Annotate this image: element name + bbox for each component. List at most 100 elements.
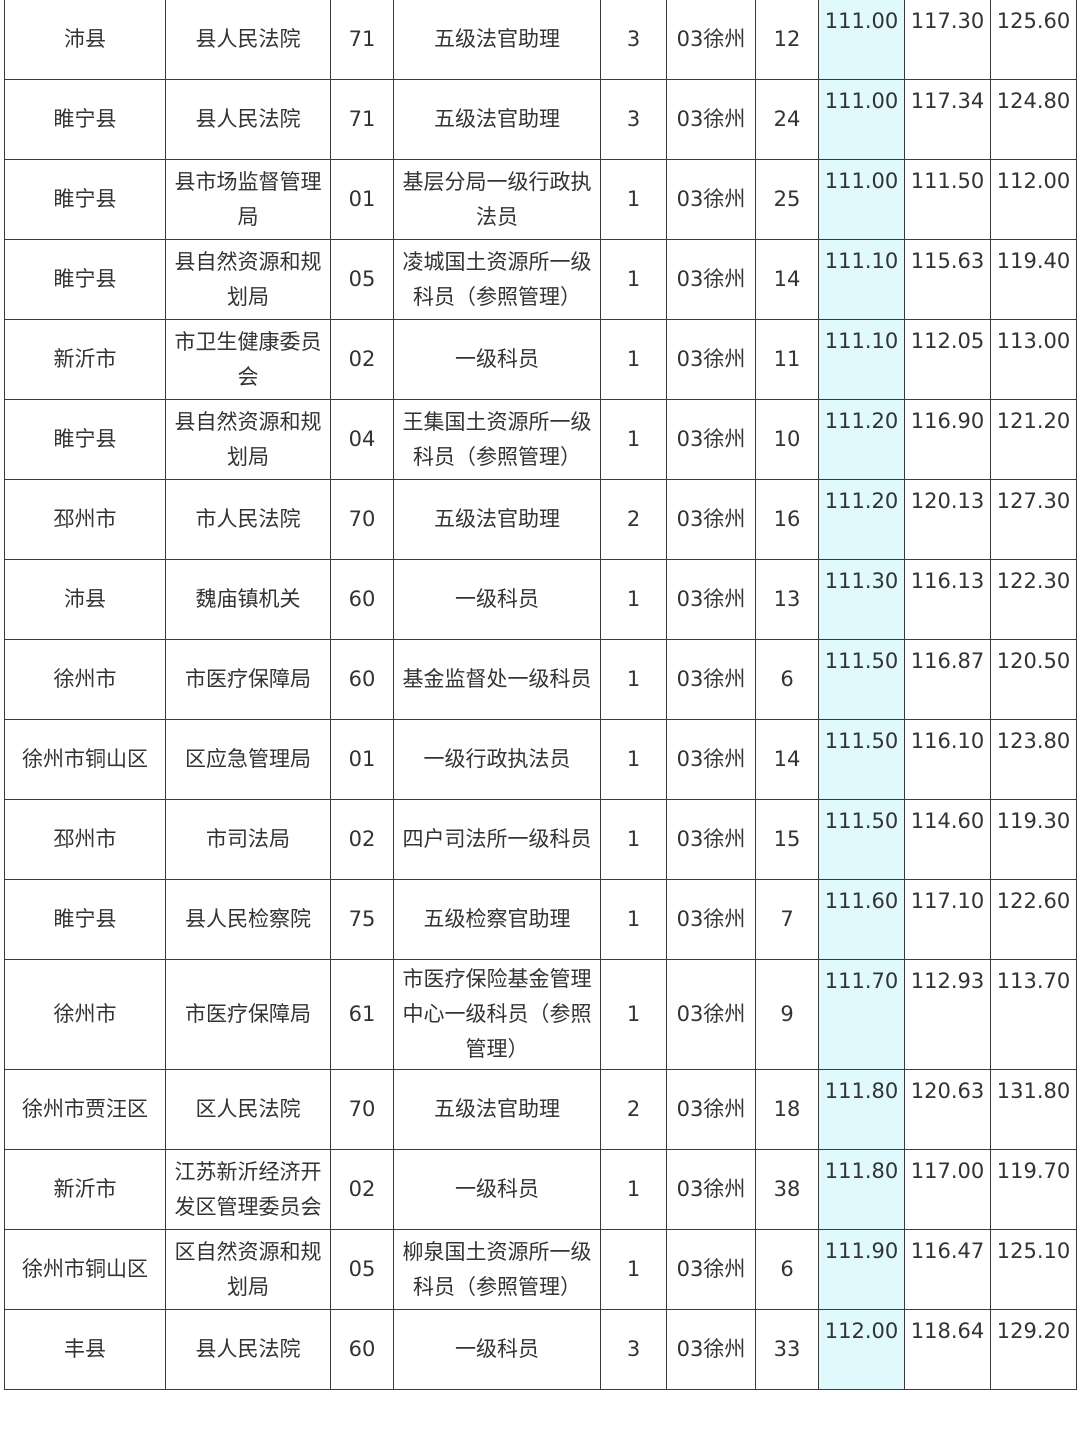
hire-count-cell: 1 xyxy=(600,959,667,1070)
table-row: 徐州市铜山区 区自然资源和规划局 05 柳泉国土资源所一级科员（参照管理） 1 03徐州 6… xyxy=(4,1229,1077,1310)
min-score-cell: 111.30 xyxy=(818,559,905,640)
avg-score-cell: 120.13 xyxy=(904,479,991,560)
dept-code-cell: 02 xyxy=(330,799,394,880)
position-code-cell: 38 xyxy=(755,1149,819,1230)
max-score-cell: 119.30 xyxy=(990,799,1077,880)
max-score-cell: 131.80 xyxy=(990,1069,1077,1150)
max-score-cell: 123.80 xyxy=(990,719,1077,800)
city-cell: 03徐州 xyxy=(666,479,756,560)
city-cell: 03徐州 xyxy=(666,639,756,720)
hire-count-cell: 3 xyxy=(600,1309,667,1390)
avg-score-cell: 112.93 xyxy=(904,959,991,1070)
position-cell: 柳泉国土资源所一级科员（参照管理） xyxy=(393,1229,601,1310)
region-cell: 新沂市 xyxy=(4,319,166,400)
dept-code-cell: 02 xyxy=(330,319,394,400)
table-row: 睢宁县 县人民法院 71 五级法官助理 3 03徐州 24 111.00 117.34 124.8… xyxy=(4,79,1077,160)
region-cell: 徐州市 xyxy=(4,639,166,720)
city-cell: 03徐州 xyxy=(666,239,756,320)
position-cell: 五级检察官助理 xyxy=(393,879,601,960)
department-cell: 区人民法院 xyxy=(165,1069,331,1150)
min-score-cell: 111.50 xyxy=(818,719,905,800)
min-score-cell: 111.70 xyxy=(818,959,905,1070)
min-score-cell: 111.90 xyxy=(818,1229,905,1310)
max-score-cell: 125.10 xyxy=(990,1229,1077,1310)
table-row: 邳州市 市人民法院 70 五级法官助理 2 03徐州 16 111.20 120.13 127.3… xyxy=(4,479,1077,560)
dept-code-cell: 70 xyxy=(330,479,394,560)
city-cell: 03徐州 xyxy=(666,319,756,400)
region-cell: 徐州市 xyxy=(4,959,166,1070)
region-cell: 邳州市 xyxy=(4,799,166,880)
department-cell: 市医疗保障局 xyxy=(165,959,331,1070)
department-cell: 江苏新沂经济开发区管理委员会 xyxy=(165,1149,331,1230)
table-row: 徐州市铜山区 区应急管理局 01 一级行政执法员 1 03徐州 14 111.50 116.10… xyxy=(4,719,1077,800)
table-row: 睢宁县 县自然资源和规划局 04 王集国土资源所一级科员（参照管理） 1 03徐州 10 11… xyxy=(4,399,1077,480)
position-cell: 一级科员 xyxy=(393,1149,601,1230)
table-body: 沛县 县人民法院 71 五级法官助理 3 03徐州 12 111.00 117.30 125.60… xyxy=(4,0,1077,1390)
table-row: 徐州市 市医疗保障局 61 市医疗保险基金管理中心一级科员（参照管理） 1 03徐州 9 11… xyxy=(4,959,1077,1070)
department-cell: 区应急管理局 xyxy=(165,719,331,800)
min-score-cell: 111.80 xyxy=(818,1069,905,1150)
region-cell: 徐州市铜山区 xyxy=(4,719,166,800)
max-score-cell: 113.70 xyxy=(990,959,1077,1070)
position-code-cell: 12 xyxy=(755,0,819,80)
min-score-cell: 111.20 xyxy=(818,479,905,560)
table-row: 睢宁县 县人民检察院 75 五级检察官助理 1 03徐州 7 111.60 117.10 122.… xyxy=(4,879,1077,960)
max-score-cell: 119.40 xyxy=(990,239,1077,320)
department-cell: 县自然资源和规划局 xyxy=(165,399,331,480)
position-cell: 基金监督处一级科员 xyxy=(393,639,601,720)
department-cell: 县市场监督管理局 xyxy=(165,159,331,240)
position-code-cell: 10 xyxy=(755,399,819,480)
region-cell: 徐州市铜山区 xyxy=(4,1229,166,1310)
city-cell: 03徐州 xyxy=(666,799,756,880)
city-cell: 03徐州 xyxy=(666,1069,756,1150)
min-score-cell: 111.80 xyxy=(818,1149,905,1230)
hire-count-cell: 1 xyxy=(600,1149,667,1230)
max-score-cell: 122.30 xyxy=(990,559,1077,640)
min-score-cell: 111.50 xyxy=(818,799,905,880)
hire-count-cell: 1 xyxy=(600,399,667,480)
avg-score-cell: 120.63 xyxy=(904,1069,991,1150)
table-row: 徐州市贾汪区 区人民法院 70 五级法官助理 2 03徐州 18 111.80 120.63 13… xyxy=(4,1069,1077,1150)
city-cell: 03徐州 xyxy=(666,1149,756,1230)
region-cell: 徐州市贾汪区 xyxy=(4,1069,166,1150)
max-score-cell: 120.50 xyxy=(990,639,1077,720)
city-cell: 03徐州 xyxy=(666,559,756,640)
dept-code-cell: 71 xyxy=(330,0,394,80)
min-score-cell: 112.00 xyxy=(818,1309,905,1390)
position-code-cell: 15 xyxy=(755,799,819,880)
hire-count-cell: 1 xyxy=(600,239,667,320)
position-code-cell: 33 xyxy=(755,1309,819,1390)
job-score-table: 沛县 县人民法院 71 五级法官助理 3 03徐州 12 111.00 117.30 125.60… xyxy=(4,0,1077,1390)
max-score-cell: 122.60 xyxy=(990,879,1077,960)
table-row: 沛县 魏庙镇机关 60 一级科员 1 03徐州 13 111.30 116.13 122.30 xyxy=(4,559,1077,640)
dept-code-cell: 01 xyxy=(330,719,394,800)
hire-count-cell: 1 xyxy=(600,159,667,240)
position-cell: 五级法官助理 xyxy=(393,0,601,80)
position-code-cell: 14 xyxy=(755,239,819,320)
table-row: 新沂市 江苏新沂经济开发区管理委员会 02 一级科员 1 03徐州 38 111.80 117.… xyxy=(4,1149,1077,1230)
min-score-cell: 111.00 xyxy=(818,159,905,240)
dept-code-cell: 05 xyxy=(330,239,394,320)
region-cell: 邳州市 xyxy=(4,479,166,560)
position-cell: 一级科员 xyxy=(393,1309,601,1390)
dept-code-cell: 60 xyxy=(330,639,394,720)
dept-code-cell: 60 xyxy=(330,559,394,640)
avg-score-cell: 116.87 xyxy=(904,639,991,720)
table-row: 邳州市 市司法局 02 四户司法所一级科员 1 03徐州 15 111.50 114.60 119… xyxy=(4,799,1077,880)
position-code-cell: 9 xyxy=(755,959,819,1070)
avg-score-cell: 116.47 xyxy=(904,1229,991,1310)
position-cell: 五级法官助理 xyxy=(393,79,601,160)
position-code-cell: 24 xyxy=(755,79,819,160)
min-score-cell: 111.50 xyxy=(818,639,905,720)
city-cell: 03徐州 xyxy=(666,159,756,240)
position-cell: 五级法官助理 xyxy=(393,479,601,560)
avg-score-cell: 112.05 xyxy=(904,319,991,400)
min-score-cell: 111.00 xyxy=(818,0,905,80)
position-cell: 五级法官助理 xyxy=(393,1069,601,1150)
min-score-cell: 111.10 xyxy=(818,319,905,400)
avg-score-cell: 111.50 xyxy=(904,159,991,240)
max-score-cell: 119.70 xyxy=(990,1149,1077,1230)
department-cell: 市医疗保障局 xyxy=(165,639,331,720)
table-row: 睢宁县 县自然资源和规划局 05 凌城国土资源所一级科员（参照管理） 1 03徐州 14 11… xyxy=(4,239,1077,320)
region-cell: 沛县 xyxy=(4,559,166,640)
